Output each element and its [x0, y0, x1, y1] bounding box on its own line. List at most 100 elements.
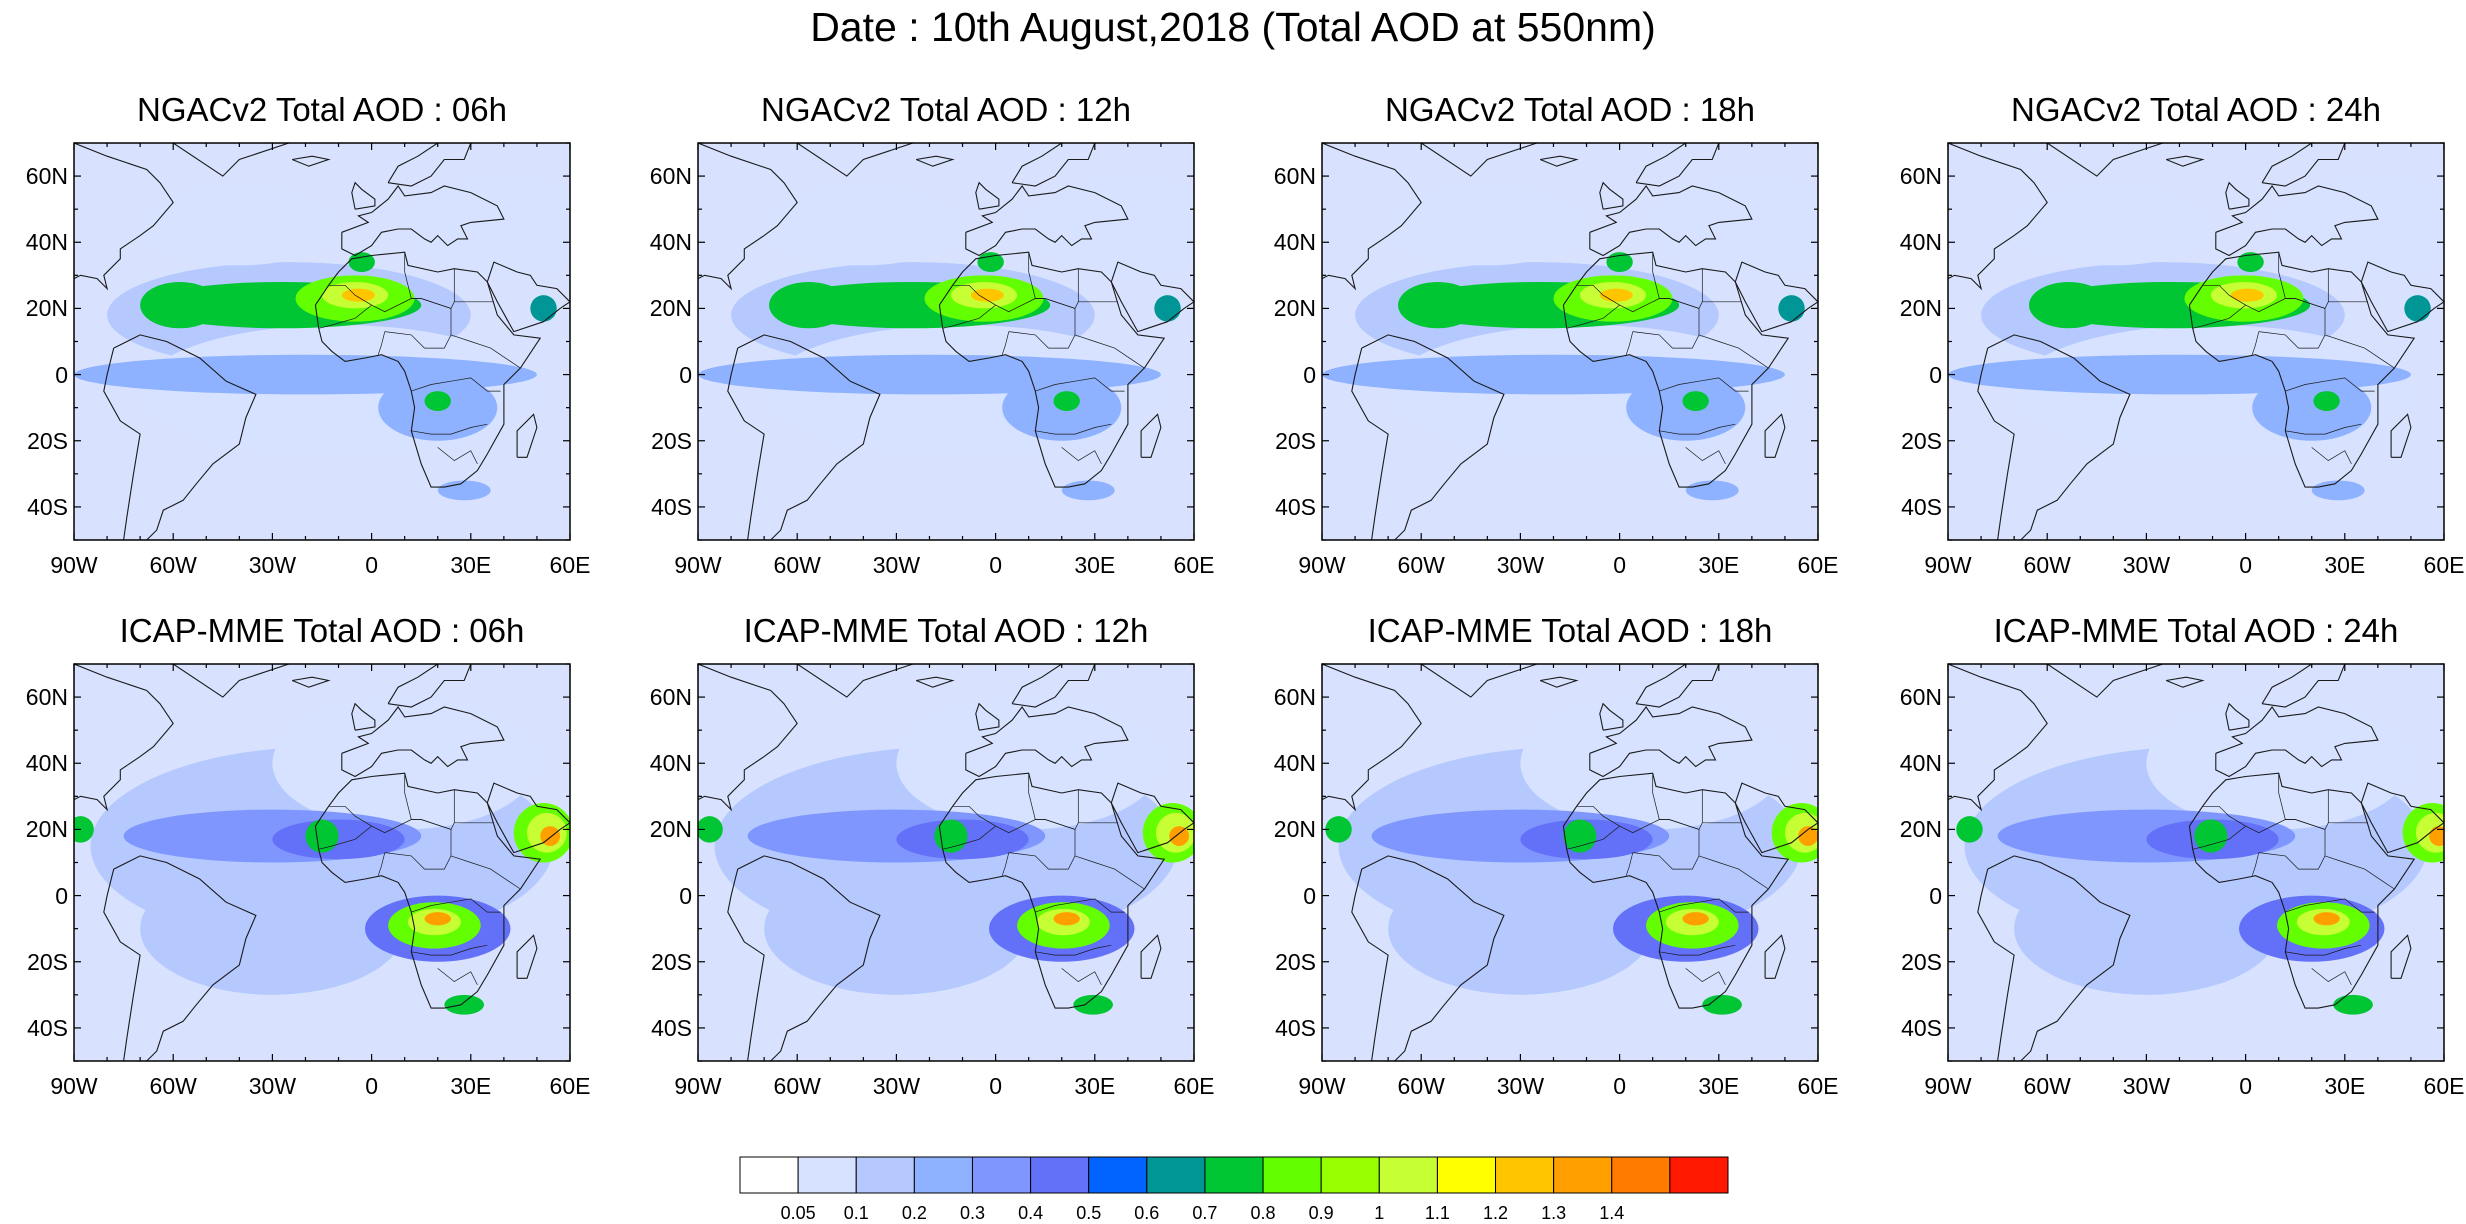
- aod-field: [1325, 816, 1352, 843]
- country-border: [1028, 773, 1036, 820]
- country-border: [1566, 304, 1620, 329]
- country-border: [1698, 855, 1769, 890]
- colorbar-label: 1.2: [1483, 1203, 1509, 1223]
- aod-field: [896, 697, 1161, 830]
- country-border: [318, 825, 372, 850]
- latitude-label: 20N: [1273, 816, 1316, 843]
- aod-field: [2311, 480, 2365, 501]
- coastline-britain: [2225, 702, 2250, 731]
- coastline-europe: [341, 706, 505, 778]
- aod-field: [2333, 994, 2373, 1015]
- country-border: [377, 331, 386, 355]
- aod-field: [341, 288, 375, 302]
- country-border: [2285, 944, 2362, 956]
- aod-field: [1956, 816, 1983, 843]
- panel-title: NGACv2 Total AOD : 24h: [2011, 91, 2381, 128]
- country-border: [450, 334, 521, 369]
- latitude-label: 40S: [1275, 1014, 1316, 1041]
- longitude-label: 0: [989, 552, 1002, 578]
- aod-field: [1053, 912, 1080, 926]
- country-border: [2278, 773, 2286, 820]
- longitude-label: 0: [2239, 552, 2252, 578]
- coastline-americas: [74, 143, 174, 291]
- coastline-iceland: [915, 676, 955, 688]
- latitude-label: 40S: [651, 493, 692, 520]
- country-border: [1652, 252, 1660, 299]
- colorbar-label: 0.6: [1134, 1203, 1160, 1223]
- coastline-americas: [698, 143, 798, 291]
- aod-field: [530, 295, 557, 322]
- longitude-label: 60W: [1397, 1073, 1445, 1099]
- coastline-arabia: [2360, 782, 2444, 854]
- country-border: [942, 825, 996, 850]
- colorbar-swatch: [971, 1156, 1032, 1194]
- coastline-scandinavia: [1635, 664, 1720, 708]
- coastline-britain: [975, 702, 1000, 731]
- colorbar-swatch: [1030, 1156, 1090, 1194]
- longitude-label: 90W: [1924, 552, 1972, 578]
- country-border: [1698, 334, 1769, 369]
- aod-field: [2313, 912, 2340, 926]
- coastline-scandinavia: [2261, 664, 2346, 708]
- coastline-greenland: [1420, 664, 1538, 698]
- aod-field: [272, 819, 405, 860]
- aod-field: [437, 480, 491, 501]
- latitude-label: 20S: [651, 427, 692, 454]
- longitude-label: 0: [365, 1073, 378, 1099]
- aod-field: [305, 819, 339, 853]
- coastline-greenland: [1420, 143, 1538, 177]
- longitude-label: 60E: [1173, 552, 1215, 578]
- country-border: [411, 944, 488, 956]
- aod-field: [1652, 176, 1818, 276]
- aod-field: [2404, 295, 2431, 322]
- latitude-label: 0: [55, 882, 68, 909]
- latitude-label: 40N: [1273, 229, 1316, 256]
- country-border: [1035, 423, 1112, 435]
- country-border: [942, 304, 996, 329]
- longitude-label: 90W: [1298, 1073, 1346, 1099]
- longitude-label: 60W: [773, 1073, 821, 1099]
- aod-field: [140, 862, 405, 995]
- country-border: [1035, 898, 1125, 913]
- coastline-europe: [2215, 706, 2379, 778]
- latitude-label: 60N: [1899, 684, 1942, 711]
- aod-field: [2014, 186, 2213, 266]
- colorbar-swatches: [739, 1156, 1729, 1194]
- country-border: [1035, 377, 1125, 392]
- aod-field: [1398, 281, 1478, 329]
- aod-map-icapmme-12h: [697, 663, 1195, 1062]
- longitude-label: 90W: [50, 552, 98, 578]
- latitude-label: 60N: [25, 684, 68, 711]
- colorbar-swatch: [1204, 1156, 1264, 1194]
- panel-title: ICAP-MME Total AOD : 06h: [119, 612, 525, 649]
- coastline-arabia: [1734, 782, 1818, 854]
- country-border: [1035, 298, 1118, 309]
- latitude-label: 40S: [651, 1014, 692, 1041]
- coastline-scandinavia: [1011, 143, 1096, 187]
- coastline-americas: [1322, 664, 1422, 812]
- country-border: [450, 855, 521, 890]
- coastline-africa: [938, 251, 1166, 488]
- coastline-madagascar: [1140, 413, 1162, 458]
- longitude-label: 60E: [1173, 1073, 1215, 1099]
- country-border: [411, 898, 501, 913]
- coastline-south_am: [1351, 334, 1505, 540]
- coastline-south_am: [1351, 855, 1505, 1061]
- aod-field: [1169, 826, 1190, 846]
- latitude-label: 0: [1929, 361, 1942, 388]
- panel-title: NGACv2 Total AOD : 18h: [1385, 91, 1755, 128]
- aod-map-icapmme-24h: [1947, 663, 2445, 1062]
- country-border: [1685, 968, 1726, 986]
- country-border: [2192, 304, 2246, 329]
- coastline-britain: [975, 181, 1000, 210]
- aod-field: [1028, 176, 1194, 276]
- aod-field: [424, 391, 451, 411]
- country-border: [411, 819, 494, 830]
- colorbar-swatch: [1611, 1156, 1671, 1194]
- longitude-label: 90W: [50, 1073, 98, 1099]
- aod-field: [764, 862, 1029, 995]
- coastline-europe: [1589, 706, 1753, 778]
- main-title: Date : 10th August,2018 (Total AOD at 55…: [810, 4, 1656, 50]
- longitude-label: 60W: [773, 552, 821, 578]
- aod-field: [2194, 819, 2228, 853]
